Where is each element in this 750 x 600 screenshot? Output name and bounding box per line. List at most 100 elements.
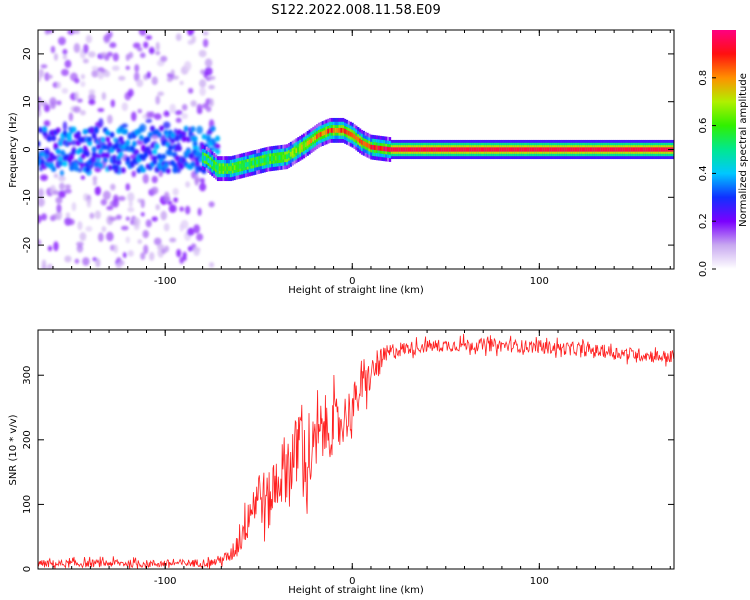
spectrogram-cell [152, 176, 158, 183]
spectrogram-cell [471, 147, 473, 151]
spectrogram-cell [565, 147, 567, 151]
snr-x-axis-label: Height of straight line (km) [288, 585, 424, 596]
spectrogram-cell [188, 88, 193, 94]
spectrogram-cell [94, 128, 99, 134]
spectrogram-cell [143, 152, 148, 158]
spectrogram-cell [53, 190, 59, 195]
spectrogram-cell [408, 147, 410, 151]
spectrogram-cell [653, 147, 655, 151]
spectrogram-cell [168, 145, 173, 151]
spectrogram-cell [199, 50, 207, 57]
spectrogram-cell [208, 158, 210, 163]
spectrogram-cell [421, 147, 423, 151]
spectrogram-cell [477, 147, 479, 151]
spectrogram-cell [111, 100, 115, 108]
spectrogram-cell [197, 104, 203, 111]
spectrogram-cell [41, 64, 48, 68]
spectrogram-cell [262, 158, 264, 163]
spectrogram-cell [537, 147, 539, 151]
spectrogram-cell [634, 147, 636, 151]
spectrogram-cell [249, 161, 251, 166]
spectrogram-cell [578, 147, 580, 151]
spectrogram-cell [181, 113, 188, 119]
spectrogram-cell [83, 59, 89, 64]
spectrogram-cell [73, 106, 81, 113]
spectrogram-cell [83, 44, 88, 54]
spectrogram-cell [187, 228, 194, 236]
spectrogram-cell [47, 75, 53, 79]
spectrogram-cell [139, 126, 144, 132]
spectrogram-cell [77, 221, 82, 230]
spectrogram-cell [137, 239, 142, 244]
spectrogram-cell [190, 100, 196, 106]
spectrogram-cell [173, 197, 178, 203]
colorbar-bar [712, 30, 736, 269]
spectrogram-cell [402, 147, 404, 151]
spectrogram-cell [190, 161, 195, 167]
spectrogram-cell [175, 110, 183, 115]
spectrogram-cell [203, 31, 209, 35]
spectrogram-cell [473, 147, 475, 151]
spectrogram-cell [198, 208, 202, 216]
spectrogram-cell [395, 147, 397, 151]
spectrogram-cell [98, 162, 103, 168]
spectrogram-cell [67, 136, 72, 142]
spectrogram-cell [66, 212, 70, 217]
spectrogram-cell [139, 26, 147, 36]
spectrogram-cell [202, 155, 204, 160]
spectrogram-cell [110, 184, 115, 191]
spectrogram-cell [436, 147, 438, 151]
spectrogram-cell [224, 166, 226, 171]
spectrogram-cell [359, 139, 361, 144]
spectrogram-cell [243, 163, 245, 168]
spectrogram-cell [643, 147, 645, 151]
spectrogram-cell [51, 46, 56, 53]
figure-title: S122.2022.008.11.58.E09 [271, 3, 440, 18]
spectrogram-cell [126, 237, 130, 244]
spectrogram-cell [200, 178, 204, 184]
spectrogram-cell [128, 52, 133, 59]
spectrogram-cell [118, 196, 126, 201]
spectrogram-cell [58, 176, 66, 182]
spectrogram-cell [434, 147, 436, 151]
spectrogram-cell [324, 130, 326, 135]
spectrogram-cell [501, 147, 503, 151]
spectrogram-cell [275, 156, 277, 161]
snr-panel: -100 0 1000100200300 Height of straight li… [8, 330, 674, 596]
spectrogram-cell [391, 147, 393, 151]
spectrogram-cell [215, 165, 217, 170]
spectrogram-cell [143, 41, 148, 48]
spectrogram-cell [107, 165, 112, 171]
spectrogram-cell [649, 147, 651, 151]
spectrogram-cell [503, 147, 505, 151]
spectrogram-cell [206, 157, 208, 162]
spectrogram-cell [299, 146, 301, 151]
spectrogram-cell [292, 151, 294, 156]
spectrogram-cell [425, 147, 427, 151]
spectrogram-cell [527, 147, 529, 151]
spectrogram-cell [337, 128, 339, 133]
snr-y-axis-label: SNR (10 * v/v) [8, 414, 19, 485]
spectrogram-cell [157, 132, 162, 138]
spectrogram-cell [181, 220, 189, 229]
spectrogram-cell [83, 129, 88, 135]
spectrogram-cell [623, 147, 625, 151]
spectrogram-cell [348, 131, 350, 136]
colorbar-tick-label: 0.6 [698, 118, 709, 134]
spectrogram-cell [662, 147, 664, 151]
spectrogram-cell [114, 167, 119, 173]
spectrogram-cell [458, 147, 460, 151]
spectrogram-cell [438, 147, 440, 151]
spectrogram-cell [239, 164, 241, 169]
spectrogram-cell [93, 181, 97, 186]
spectrogram-cell [74, 162, 79, 168]
spectrogram-cell [417, 147, 419, 151]
spectrogram-cell [44, 104, 50, 112]
spectrogram-cell [522, 147, 524, 151]
spectrogram-cell [234, 165, 236, 170]
spectrogram-cell [131, 171, 136, 178]
spectrogram-cell [428, 147, 430, 151]
spectrogram-cell [89, 89, 95, 95]
spectrogram-cell [640, 147, 642, 151]
